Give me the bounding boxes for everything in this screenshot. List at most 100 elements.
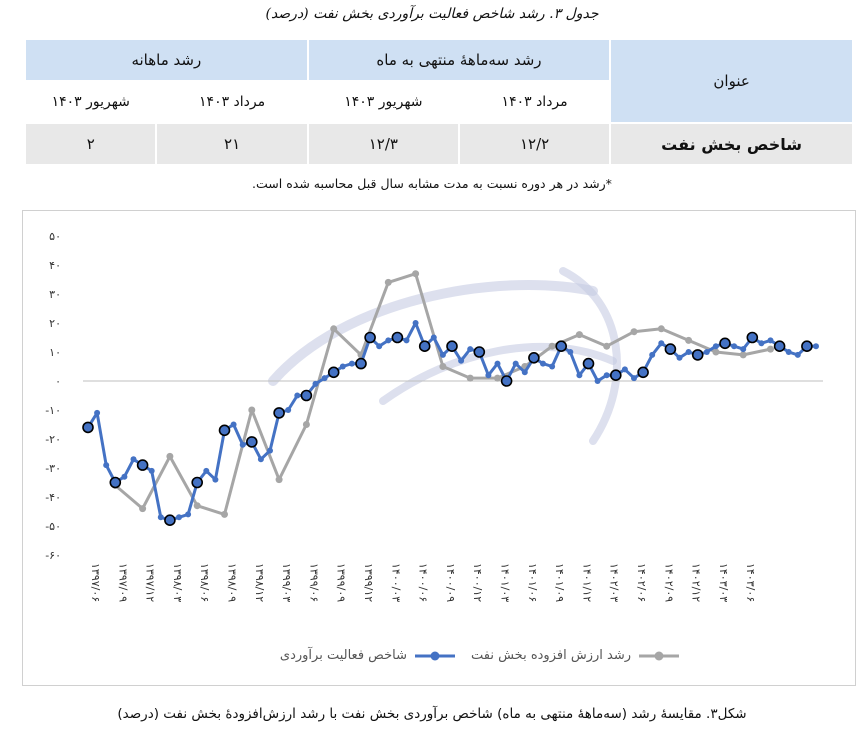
x-tick-label: ۱۳۹۷/۰۶ <box>89 563 102 602</box>
legend-label-gray: رشد ارزش افزوده بخش نفت <box>471 648 631 663</box>
activity-index-point <box>467 346 474 353</box>
x-tick-label: ۱۴۰۳/۰۶ <box>744 563 757 602</box>
activity-index-marker <box>773 340 786 352</box>
value-added-point <box>767 345 774 353</box>
activity-index-point <box>540 360 546 367</box>
x-tick-label: ۱۳۹۸/۰۳ <box>171 563 184 602</box>
activity-index-marker <box>136 459 149 471</box>
y-tick-label: -۲۰ <box>45 433 61 446</box>
y-tick-label: -۴۰ <box>45 491 61 504</box>
activity-index-marker <box>327 366 340 379</box>
activity-index-marker <box>246 436 258 448</box>
activity-index-point <box>794 351 801 358</box>
y-tick-label: -۶۰ <box>45 549 61 562</box>
value-added-point <box>139 505 147 513</box>
activity-index-point <box>512 360 519 367</box>
value-added-point <box>739 351 747 359</box>
activity-index-point <box>767 337 774 344</box>
activity-index-point <box>321 375 328 382</box>
y-tick-label: ۱۰ <box>49 346 61 359</box>
activity-index-point <box>203 467 210 474</box>
activity-index-marker <box>300 389 313 402</box>
activity-index-point <box>740 346 747 353</box>
activity-index-point <box>403 337 410 344</box>
activity-index-point <box>712 343 719 350</box>
value-added-point <box>330 325 338 333</box>
table-caption: جدول ۳. رشد شاخص فعالیت برآوردی بخش نفت … <box>265 6 599 22</box>
activity-index-point <box>676 354 683 361</box>
activity-index-marker <box>637 366 649 379</box>
activity-index-point <box>212 476 219 483</box>
value-added-point <box>221 510 228 518</box>
activity-index-point <box>785 349 792 355</box>
x-tick-label: ۱۴۰۲/۱۲ <box>690 563 703 602</box>
y-tick-label: ۲۰ <box>49 317 61 330</box>
chart-legend: رشد ارزش افزوده بخش نفت شاخص فعالیت برآو… <box>23 648 855 670</box>
col-title-header: عنوان <box>609 38 854 124</box>
y-tick-label: -۵۰ <box>45 520 61 533</box>
x-tick-label: ۱۴۰۱/۰۶ <box>526 563 539 602</box>
chart-container: ۵۰ ۴۰ ۳۰ ۲۰ ۱۰ ۰ -۱۰ -۲۰ -۳۰ -۴۰ -۵۰ -۶۰ ۱۳۹۷/۰۶ ۱۳۹۷… <box>22 210 856 686</box>
activity-index-marker <box>82 421 94 434</box>
y-tick-label: ۵۰ <box>49 230 61 243</box>
x-tick-label: ۱۳۹۷/۰۹ <box>116 563 129 602</box>
value-added-point <box>575 331 583 339</box>
legend-swatch-blue <box>415 651 455 660</box>
x-tick-label: ۱۴۰۱/۰۳ <box>499 563 512 602</box>
cell-q-shahrivar: ۱۲/۳ <box>306 122 461 166</box>
y-tick-label: ۰ <box>55 375 61 388</box>
activity-index-point <box>658 340 665 347</box>
activity-index-marker <box>500 375 513 387</box>
activity-index-marker <box>664 343 677 355</box>
value-added-point <box>466 374 474 382</box>
value-added-point <box>275 476 283 484</box>
monthly-growth-header: رشد ماهانه <box>24 38 309 82</box>
activity-index-point <box>294 392 301 399</box>
activity-index-marker <box>355 357 367 370</box>
value-added-point <box>685 336 693 344</box>
activity-index-point <box>567 349 574 355</box>
figure-caption: شکل۳. مقایسهٔ رشد (سه‌ماههٔ منتهی به ماه… <box>117 706 747 722</box>
legend-item-gray: رشد ارزش افزوده بخش نفت <box>471 648 679 663</box>
value-added-point <box>603 342 611 350</box>
activity-index-point <box>594 378 601 384</box>
activity-index-point <box>312 380 319 387</box>
sub-header-mordad-m: مرداد ۱۴۰۳ <box>155 80 309 124</box>
activity-index-point <box>103 462 110 469</box>
x-tick-label: ۱۳۹۹/۰۳ <box>280 563 293 602</box>
activity-index-point <box>385 337 392 344</box>
activity-index-marker <box>391 331 404 344</box>
activity-index-point <box>348 360 355 367</box>
activity-index-point <box>649 351 656 358</box>
activity-index-marker <box>446 340 458 352</box>
activity-index-point <box>267 447 273 454</box>
activity-index-marker <box>473 346 486 358</box>
activity-index-point <box>94 409 101 416</box>
growth-table: عنوان رشد سه‌ماههٔ منتهی به ماه رشد ماها… <box>23 38 854 166</box>
activity-index-point <box>130 456 137 463</box>
cell-m-shahrivar: ۲ <box>23 122 158 166</box>
x-tick-label: ۱۴۰۰/۰۹ <box>444 563 457 602</box>
y-tick-label: -۳۰ <box>45 462 61 475</box>
legend-item-blue: شاخص فعالیت برآوردی <box>280 648 455 663</box>
x-tick-label: ۱۳۹۸/۰۹ <box>226 563 239 602</box>
activity-index-point <box>703 349 710 355</box>
activity-index-point <box>603 372 610 379</box>
activity-index-point <box>257 456 264 463</box>
y-tick-label: -۱۰ <box>45 404 61 417</box>
activity-index-point <box>731 343 738 350</box>
x-tick-label: ۱۴۰۱/۰۹ <box>553 563 566 602</box>
x-tick-label: ۱۴۰۰/۰۶ <box>417 563 430 602</box>
activity-index-point <box>621 366 628 373</box>
x-tick-label: ۱۳۹۸/۰۶ <box>198 563 211 602</box>
activity-index-marker <box>418 340 431 352</box>
x-tick-label: ۱۴۰۲/۰۶ <box>635 563 648 602</box>
activity-index-point <box>439 351 446 358</box>
value-added-point <box>384 278 392 286</box>
sub-header-mordad-q: مرداد ۱۴۰۳ <box>457 80 612 124</box>
value-added-point <box>439 363 447 370</box>
activity-index-point <box>631 375 637 382</box>
x-tick-label: ۱۳۹۹/۰۶ <box>307 563 320 602</box>
activity-index-marker <box>191 476 203 489</box>
activity-index-marker <box>164 514 176 527</box>
